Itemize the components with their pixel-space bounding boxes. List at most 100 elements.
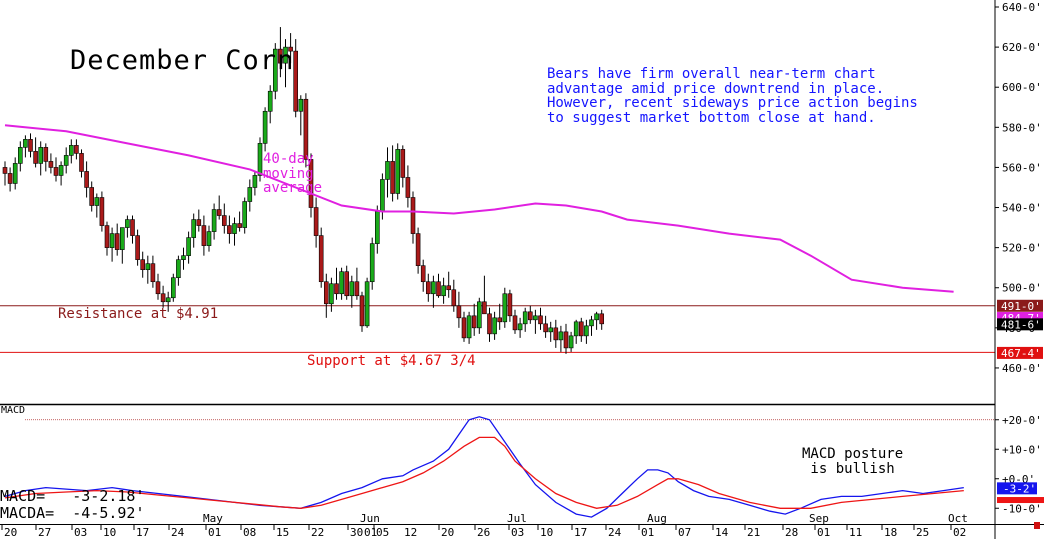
date-label: 01 (641, 526, 654, 539)
candle-body (374, 211, 380, 244)
candle-body (471, 315, 477, 329)
candle-body (400, 149, 406, 178)
candle-body (578, 321, 584, 337)
date-label: 01 (364, 526, 377, 539)
candlestick-series (2, 27, 605, 354)
candle-body (247, 187, 253, 202)
candle-body (201, 225, 207, 246)
candle-body (109, 233, 115, 248)
price-tick-label: 560-0' (1002, 161, 1042, 174)
candle-body (507, 293, 513, 317)
candle-body (466, 315, 472, 339)
candle-body (283, 46, 288, 64)
date-label: 03 (511, 526, 524, 539)
date-label: 01 (817, 526, 830, 539)
date-label: 26 (477, 526, 490, 539)
candle-body (329, 283, 334, 305)
date-label: 12 (404, 526, 417, 539)
candle-body (171, 277, 176, 299)
support-resistance-lines (0, 305, 995, 353)
date-label: 02 (953, 526, 966, 539)
macd-value-box (997, 482, 1037, 495)
price-box-label: 491-0' (1001, 300, 1041, 313)
price-tick-label: 540-0' (1002, 202, 1042, 215)
candle-body (196, 219, 202, 226)
candle-body (431, 281, 436, 295)
date-label: 10 (103, 526, 116, 539)
candle-body (420, 265, 426, 283)
candle-body (349, 281, 355, 297)
commentary-text: Bears have firm overall near-term chart … (547, 66, 918, 126)
candle-body (589, 319, 594, 327)
candle-body (278, 48, 283, 64)
macda-value-box (997, 497, 1044, 504)
candle-body (436, 281, 441, 297)
candle-body (99, 197, 105, 226)
candle-body (12, 163, 18, 184)
candle-body (211, 209, 217, 232)
candle-body (53, 167, 59, 176)
candle-body (425, 281, 431, 295)
macd-panel-title: MACD (1, 405, 26, 416)
candle-body (558, 331, 564, 341)
candle-body (176, 259, 181, 279)
candle-body (145, 263, 151, 270)
price-tick-label: 600-0' (1002, 81, 1042, 94)
candle-body (58, 165, 64, 176)
candle-body (313, 207, 319, 236)
month-label: Oct (948, 512, 968, 525)
candle-body (293, 50, 299, 112)
date-label: 08 (243, 526, 256, 539)
date-label: 15 (276, 526, 289, 539)
price-tick-label: 500-0' (1002, 282, 1042, 295)
date-label: 21 (747, 526, 760, 539)
candle-body (206, 231, 212, 246)
candle-body (482, 301, 487, 315)
candle-body (216, 209, 222, 216)
candle-body (79, 153, 84, 172)
date-label: 11 (849, 526, 862, 539)
candle-body (456, 305, 462, 319)
candle-body (135, 235, 140, 260)
candle-body (48, 161, 54, 168)
candle-body (298, 98, 304, 112)
candle-body (114, 233, 120, 250)
date-label: 17 (574, 526, 587, 539)
date-label: 30 (350, 526, 363, 539)
candle-body (288, 46, 293, 52)
candle-body (410, 197, 416, 234)
candle-body (380, 179, 385, 212)
candle-body (252, 175, 258, 188)
candle-body (84, 171, 89, 188)
price-box-label: 467-4' (1001, 347, 1041, 360)
macd-readout-value: -3-2.18' (72, 487, 145, 505)
candle-body (323, 281, 329, 305)
macd-tick-label: -10-0' (1002, 502, 1042, 515)
price-box (997, 318, 1043, 331)
date-label: 20 (441, 526, 454, 539)
date-label: 03 (74, 526, 87, 539)
macd-panel: -10-0'+0-0'+10-0'+20-0'-3-2' (4, 414, 1044, 518)
month-label: Sep (809, 512, 829, 525)
moving-average-series (4, 124, 954, 293)
candle-body (446, 285, 452, 291)
date-label: 07 (678, 526, 691, 539)
candle-body (441, 285, 446, 297)
macd-value-box-label: -3-2' (1003, 482, 1036, 495)
candle-body (568, 335, 574, 349)
macd-tick-label: +20-0' (1002, 414, 1042, 427)
candle-body (242, 201, 247, 228)
candle-body (354, 281, 360, 297)
candle-body (181, 255, 186, 260)
date-label: 24 (171, 526, 185, 539)
candle-body (390, 161, 395, 194)
candle-body (155, 281, 161, 295)
candle-body (538, 315, 543, 325)
candle-body (191, 219, 196, 238)
candle-body (232, 223, 237, 234)
price-tick-label: 640-0' (1002, 1, 1042, 14)
candle-body (512, 315, 518, 331)
candle-body (553, 327, 559, 341)
candle-body (222, 215, 227, 226)
